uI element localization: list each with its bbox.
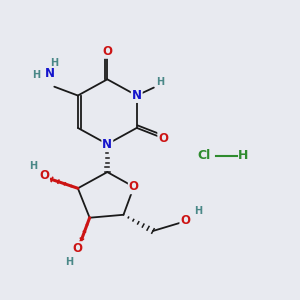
Text: H: H: [156, 77, 164, 87]
Text: Cl: Cl: [198, 149, 211, 162]
Text: H: H: [29, 161, 37, 171]
Text: H: H: [32, 70, 40, 80]
Text: H: H: [238, 149, 248, 162]
Text: H: H: [194, 206, 202, 216]
Text: O: O: [39, 169, 49, 182]
Text: N: N: [45, 67, 55, 80]
Text: H: H: [66, 257, 74, 267]
Text: H: H: [50, 58, 58, 68]
Text: O: O: [180, 214, 190, 227]
Text: O: O: [158, 132, 168, 145]
Text: O: O: [129, 180, 139, 193]
Text: N: N: [132, 89, 142, 102]
Text: O: O: [102, 45, 112, 58]
Text: O: O: [73, 242, 83, 255]
Text: N: N: [102, 138, 112, 151]
